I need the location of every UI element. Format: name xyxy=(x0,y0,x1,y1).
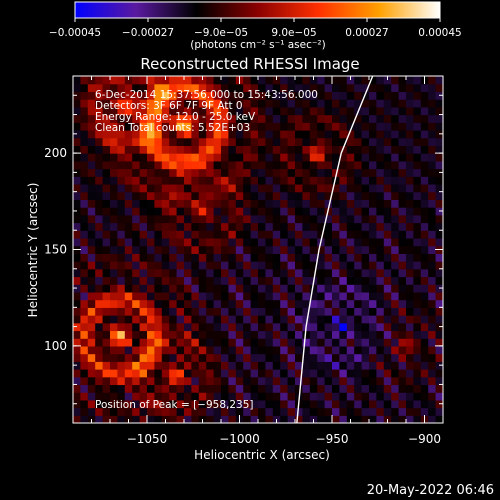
y-axis: 100 150 200 xyxy=(44,75,443,424)
method-annotation: Clean Total counts: 5.52E+03 xyxy=(95,122,250,134)
x-tick-label: −900 xyxy=(408,432,441,446)
colorbar-tick-label: 0.00045 xyxy=(418,27,461,39)
energy-annotation: Energy Range: 12.0 - 25.0 keV xyxy=(95,111,256,123)
x-axis-label: Heliocentric X (arcsec) xyxy=(194,448,330,462)
peak-annotation: Position of Peak = [−958,235] xyxy=(95,399,254,411)
colorbar-tick-label: −9.0e−05 xyxy=(194,27,248,39)
x-tick-label: −1050 xyxy=(127,432,168,446)
x-tick-label: −1000 xyxy=(219,432,260,446)
colorbar-tick-label: 0.00027 xyxy=(345,27,388,39)
solar-limb-line xyxy=(296,75,374,424)
colorbar-ticks: −0.00045 −0.00027 −9.0e−05 9.0e−05 0.00027 0.… xyxy=(49,18,462,39)
info-block: 6-Dec-2014 15:37:56.000 to 15:43:56.000 … xyxy=(95,89,318,411)
y-tick-label: 200 xyxy=(44,146,67,160)
footer-timestamp: 20-May-2022 06:46 xyxy=(367,483,494,498)
colorbar-tick-label: 9.0e−05 xyxy=(271,27,316,39)
heatmap-image xyxy=(73,76,443,423)
y-tick-label: 150 xyxy=(44,243,67,257)
detectors-annotation: Detectors: 3F 6F 7F 9F Att 0 xyxy=(95,100,243,112)
colorbar-gradient xyxy=(74,1,441,19)
chart-title: Reconstructed RHESSI Image xyxy=(140,55,359,73)
colorbar: −0.00045 −0.00027 −9.0e−05 9.0e−05 0.00027 0.… xyxy=(49,1,462,51)
colorbar-units-label: (photons cm⁻² s⁻¹ asec⁻²) xyxy=(190,39,325,51)
time-annotation: 6-Dec-2014 15:37:56.000 to 15:43:56.000 xyxy=(95,89,318,101)
colorbar-tick-label: −0.00027 xyxy=(122,27,174,39)
colorbar-tick-label: −0.00045 xyxy=(49,27,101,39)
y-axis-label: Heliocentric Y (arcsec) xyxy=(26,183,40,318)
x-tick-label: −950 xyxy=(316,432,349,446)
y-tick-label: 100 xyxy=(44,339,67,353)
x-axis: −1050 −1000 −950 −900 xyxy=(72,76,444,446)
